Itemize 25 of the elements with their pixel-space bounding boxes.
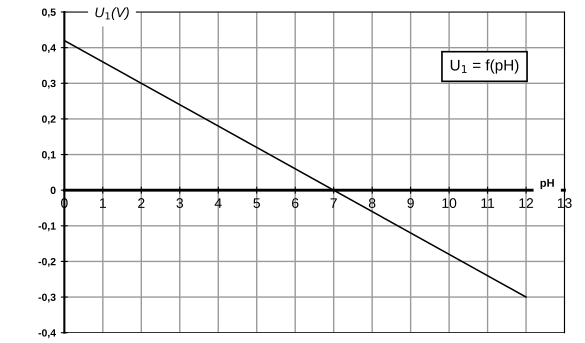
x-tick-label: 1 xyxy=(100,198,106,208)
y-tick-label: 0,1 xyxy=(42,151,56,160)
y-tick-label: 0 xyxy=(50,186,56,194)
y-tick-label: -0,2 xyxy=(38,258,56,267)
x-tick-label: 4 xyxy=(214,198,222,208)
x-tick-label: 10 xyxy=(442,198,456,208)
y-tick-label: -0,4 xyxy=(38,329,56,338)
y-tick-label: 0,3 xyxy=(42,80,56,89)
y-axis-title: U$_{1}$(V) xyxy=(95,7,129,20)
x-tick-label: 6 xyxy=(292,198,298,208)
annotation: U$_{1}$ = f(pH) xyxy=(450,59,518,74)
x-tick-label: 5 xyxy=(253,198,260,208)
x-axis-title: pH xyxy=(540,179,554,190)
x-tick-label: 8 xyxy=(368,198,376,208)
y-tick-label: -0,1 xyxy=(38,222,56,232)
x-tick-label: 2 xyxy=(138,198,144,208)
y-tick-label: 0,4 xyxy=(42,44,56,54)
x-tick-label: 9 xyxy=(407,198,414,208)
x-tick-label: 11 xyxy=(481,198,494,208)
x-tick-label: 7 xyxy=(330,198,337,208)
x-tick-label: 3 xyxy=(176,198,184,208)
y-tick-label: -0,3 xyxy=(38,294,56,302)
x-tick-label: 12 xyxy=(519,198,534,208)
y-tick-label: 0,5 xyxy=(42,8,56,18)
y-tick-label: 0,2 xyxy=(42,115,56,124)
